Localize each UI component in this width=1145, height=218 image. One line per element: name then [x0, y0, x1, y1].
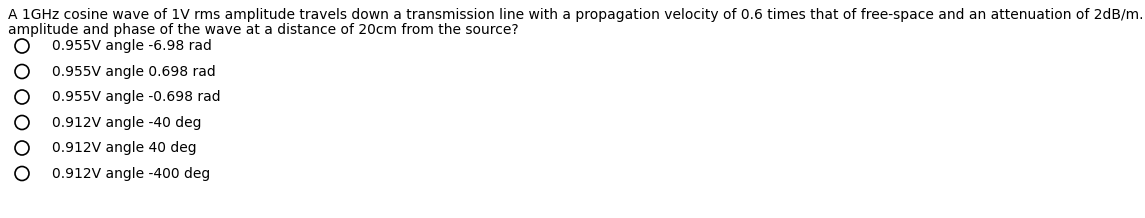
Text: 0.912V angle -400 deg: 0.912V angle -400 deg — [52, 167, 211, 181]
Text: 0.912V angle 40 deg: 0.912V angle 40 deg — [52, 141, 197, 155]
Text: A 1GHz cosine wave of 1V rms amplitude travels down a transmission line with a p: A 1GHz cosine wave of 1V rms amplitude t… — [8, 8, 1145, 22]
Text: 0.955V angle 0.698 rad: 0.955V angle 0.698 rad — [52, 65, 215, 78]
Text: 0.955V angle -6.98 rad: 0.955V angle -6.98 rad — [52, 39, 212, 53]
Text: amplitude and phase of the wave at a distance of 20cm from the source?: amplitude and phase of the wave at a dis… — [8, 23, 519, 37]
Text: 0.912V angle -40 deg: 0.912V angle -40 deg — [52, 116, 202, 129]
Text: 0.955V angle -0.698 rad: 0.955V angle -0.698 rad — [52, 90, 221, 104]
